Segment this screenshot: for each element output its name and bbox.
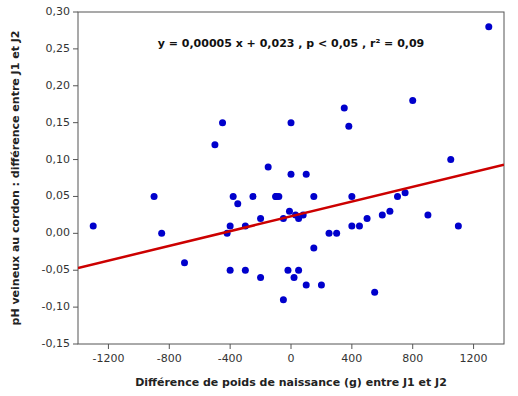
x-tick: [291, 344, 292, 349]
scatter-point: [265, 163, 272, 170]
x-tick: [108, 344, 109, 349]
scatter-point: [230, 193, 237, 200]
x-tick: [351, 344, 352, 349]
scatter-point: [310, 245, 317, 252]
annotation: y = 0,00005 x + 0,023 , p < 0,05 , r² = …: [158, 37, 425, 50]
scatter-point: [310, 193, 317, 200]
scatter-point: [288, 171, 295, 178]
scatter-point: [455, 222, 462, 229]
scatter-point: [280, 296, 287, 303]
scatter-point: [447, 156, 454, 163]
scatter-point: [348, 193, 355, 200]
y-axis-label: pH veineux au cordon : différence entre …: [9, 31, 22, 326]
x-tick-label: 0: [288, 352, 295, 365]
scatter-point: [249, 193, 256, 200]
scatter-point: [181, 259, 188, 266]
scatter-point: [348, 222, 355, 229]
plot-area: [78, 12, 504, 344]
y-tick-label: 0,25: [46, 42, 71, 55]
scatter-point: [227, 267, 234, 274]
y-tick-label: 0,10: [46, 153, 71, 166]
scatter-point: [284, 267, 291, 274]
scatter-point: [257, 274, 264, 281]
scatter-point: [242, 267, 249, 274]
y-tick-label: 0,05: [46, 189, 71, 202]
x-tick: [412, 344, 413, 349]
x-tick: [169, 344, 170, 349]
scatter-point: [275, 193, 282, 200]
scatter-point: [151, 193, 158, 200]
scatter-point: [371, 289, 378, 296]
scatter-point: [394, 193, 401, 200]
x-tick: [230, 344, 231, 349]
y-tick-label: -0,10: [42, 300, 70, 313]
scatter-point: [288, 119, 295, 126]
scatter-point: [424, 211, 431, 218]
y-tick-label: 0,15: [46, 116, 71, 129]
scatter-point: [341, 104, 348, 111]
y-tick: [73, 159, 78, 160]
y-tick: [73, 307, 78, 308]
scatter-point: [291, 274, 298, 281]
x-tick-label: 800: [402, 352, 423, 365]
scatter-point: [379, 211, 386, 218]
y-tick: [73, 270, 78, 271]
y-tick: [73, 48, 78, 49]
scatter-point: [227, 222, 234, 229]
x-tick-label: -400: [218, 352, 243, 365]
scatter-point: [219, 119, 226, 126]
scatter-point: [158, 230, 165, 237]
y-tick: [73, 344, 78, 345]
scatter-point: [356, 222, 363, 229]
y-tick-label: 0,20: [46, 79, 71, 92]
scatter-point: [364, 215, 371, 222]
scatter-point: [286, 208, 293, 215]
y-tick-label: -0,15: [42, 337, 70, 350]
scatter-point: [295, 267, 302, 274]
y-tick: [73, 122, 78, 123]
scatter-point: [211, 141, 218, 148]
x-tick-label: -800: [157, 352, 182, 365]
scatter-point: [485, 23, 492, 30]
x-tick-label: 1200: [460, 352, 488, 365]
scatter-point: [318, 281, 325, 288]
y-tick: [73, 196, 78, 197]
scatter-point: [234, 200, 241, 207]
plot-frame: [78, 12, 504, 344]
marks: [78, 23, 504, 303]
y-tick-label: -0,05: [42, 263, 70, 276]
y-tick-label: 0,30: [46, 5, 71, 18]
scatter-point: [345, 123, 352, 130]
scatter-point: [90, 222, 97, 229]
scatter-point: [303, 281, 310, 288]
scatter-point: [326, 230, 333, 237]
y-tick: [73, 12, 78, 13]
scatter-point: [409, 97, 416, 104]
x-tick-label: 400: [341, 352, 362, 365]
x-tick: [473, 344, 474, 349]
chart: -0,15 -0,10 -0,05 0,00 0,05 0,10 0,15 0,20 0,25 0…: [0, 0, 518, 396]
scatter-point: [303, 171, 310, 178]
x-tick-label: -1200: [92, 352, 124, 365]
x-axis-label: Différence de poids de naissance (g) ent…: [135, 376, 447, 389]
scatter-point: [386, 208, 393, 215]
regression-line: [78, 165, 504, 268]
scatter-point: [257, 215, 264, 222]
y-tick: [73, 85, 78, 86]
y-tick: [73, 233, 78, 234]
scatter-point: [333, 230, 340, 237]
y-tick-label: 0,00: [46, 226, 71, 239]
